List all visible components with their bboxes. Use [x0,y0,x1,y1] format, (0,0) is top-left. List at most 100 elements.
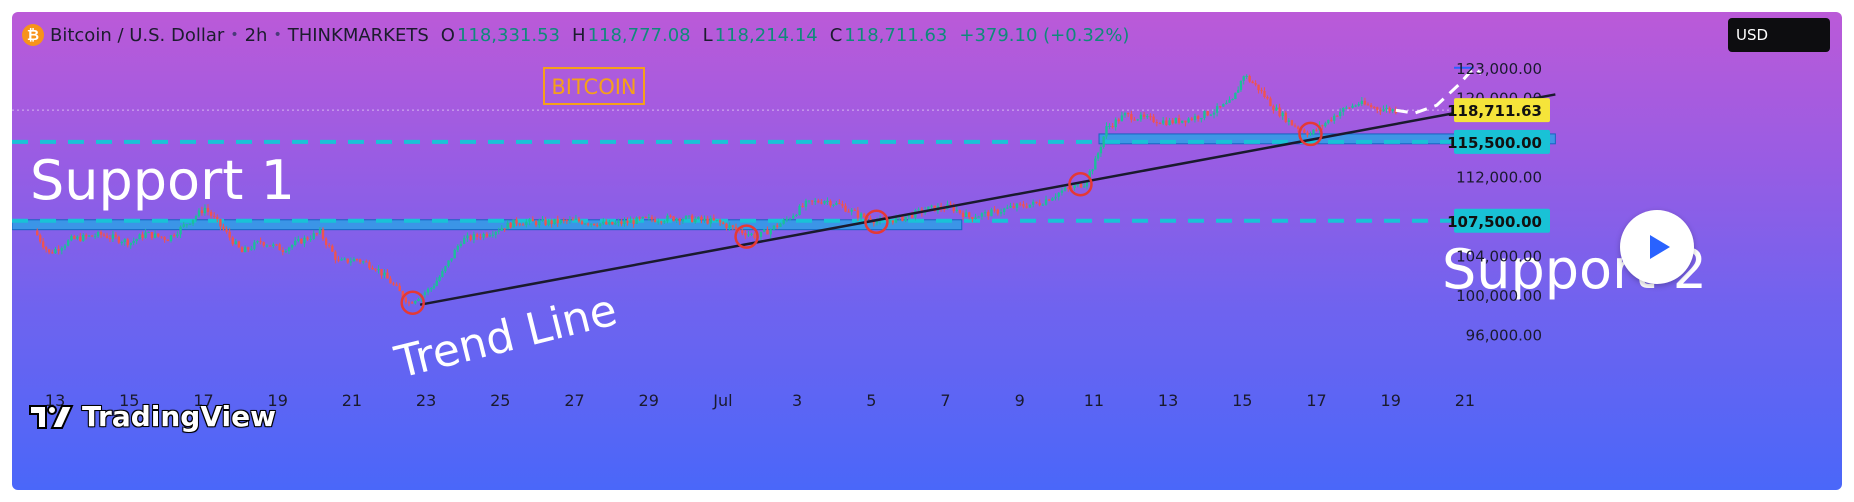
candle-body [150,232,154,238]
candle-body [141,234,144,238]
candle-body [337,259,340,261]
tradingview-logo-text: TradingView [82,400,276,433]
candle-body [1336,115,1339,117]
candle-body [1158,123,1162,125]
candle-body [611,221,614,225]
play-button[interactable] [1620,210,1694,284]
candle-body [1385,107,1388,110]
candle-body [894,217,898,223]
candle-body [891,220,895,223]
candle-body [1009,205,1012,208]
candle-body [694,218,697,223]
candle-body [1120,115,1124,122]
candle-body [179,226,182,235]
candle-body [817,200,820,203]
candle-body [435,280,438,286]
candle-body [974,217,977,220]
candle-body [441,271,444,277]
candle-body [407,302,411,304]
axis-layer: 13 15 17 19 21 23 25 27 29 Jul 3 5 7 9 11 13 15 17 19 2196,… [45,60,1550,410]
candle-body [785,218,789,220]
candle-body [525,221,528,225]
candle-body [395,284,398,286]
candle-body [629,220,632,223]
candle-body [1114,119,1117,128]
candle-body [494,231,497,235]
candle-body [1117,119,1121,122]
candle-body [531,219,534,222]
candle-body [1200,118,1203,120]
candle-body [660,221,663,223]
chart-plot[interactable]: Support 1 Support 2 Trend Line BITCOIN 1… [12,12,1842,490]
candle-body [999,211,1003,214]
candle-body [259,241,262,243]
candle-body [541,219,544,221]
candle-body [1048,199,1051,201]
legend-separator: • [230,27,239,43]
candle-body [216,216,219,220]
candle-body [1296,126,1300,129]
candle-body [1133,119,1136,121]
candle-body [826,200,829,202]
candle-body [1219,106,1222,108]
candle-body [1234,92,1237,100]
candle-body [964,212,968,217]
candle-body [272,244,275,247]
candle-body [426,288,430,293]
candle-body [160,236,163,238]
candle-body [340,259,343,261]
tradingview-logo[interactable]: TradingView [28,400,276,433]
candle-body [114,234,118,237]
candle-body [380,268,383,276]
candle-body [769,229,772,235]
candle-body [358,259,362,262]
candle-body [1388,107,1391,112]
candle-body [967,212,971,218]
candle-body [663,221,666,223]
candle-body [904,216,907,221]
bitcoin-badge: BITCOIN [551,75,636,99]
candle-body [930,205,933,207]
candle-body [120,242,124,244]
candle-body [1309,133,1312,135]
candle-body [417,299,420,301]
candle-body [432,285,436,289]
candle-body [135,239,138,242]
candle-body [823,201,826,204]
candle-body [1054,196,1057,199]
currency-selector[interactable]: USD [1728,18,1830,52]
candle-body [117,236,121,243]
x-tick-label: 19 [268,391,288,410]
candle-body [559,219,562,224]
candle-body [1315,129,1318,131]
candle-body [414,300,417,304]
candle-body [772,225,776,230]
candle-body [410,302,414,304]
candle-body [586,223,590,225]
candle-body [108,238,112,240]
candle-body [315,233,319,235]
candle-body [515,219,518,224]
candle-body [87,235,91,237]
open-value: 118,331.53 [456,24,561,46]
interval[interactable]: 2h [244,24,268,46]
candle-body [832,204,835,206]
candle-body [262,242,265,246]
candle-body [343,258,346,260]
candle-body [1085,180,1089,187]
candle-body [1190,118,1193,120]
candle-body [574,218,578,220]
candle-body [1152,116,1155,123]
candle-body [850,209,853,212]
candle-body [804,200,808,207]
candle-body [212,215,216,217]
candle-body [722,222,725,224]
candle-body [200,210,204,214]
candle-body [744,233,747,236]
x-tick-label: 15 [119,391,139,410]
trend-layer [400,65,1556,315]
candle-body [126,239,129,246]
symbol-name[interactable]: Bitcoin / U.S. Dollar [50,24,225,46]
candle-body [1206,110,1209,116]
candle-body [712,218,716,221]
